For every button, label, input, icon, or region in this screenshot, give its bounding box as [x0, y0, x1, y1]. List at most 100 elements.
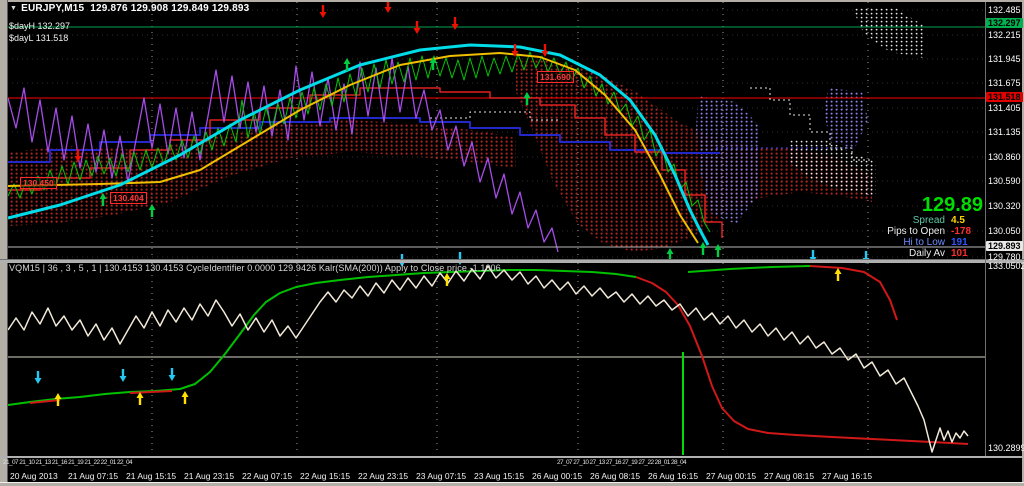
chart-canvas[interactable]	[0, 0, 986, 482]
pips-to-open-label: Pips to Open	[887, 226, 945, 237]
cloud-violet-1	[696, 96, 758, 224]
indicator-tick: 133.0502	[988, 261, 1024, 271]
info-row-pips-to-open: Pips to Open -178	[887, 226, 983, 237]
time-tick: 26 Aug 08:15	[590, 471, 641, 481]
spread-value: 4.5	[951, 215, 965, 226]
buy-arrows	[148, 204, 156, 217]
lower-sell-arrows	[168, 368, 176, 381]
chart-svg	[7, 0, 985, 455]
time-axis[interactable]: 20 Aug 2013 21 Aug 07:15 21 Aug 15:15 21 Au…	[7, 471, 987, 483]
price-axis[interactable]: 132.485 132.215 131.945 131.675 131.405 131.1…	[986, 0, 1024, 486]
time-tick: 22 Aug 15:15	[300, 471, 351, 481]
daily-av-label: Daily Av	[909, 248, 945, 259]
ichimoku-cloud-left	[8, 120, 516, 226]
time-tick: 21 Aug 15:15	[126, 471, 177, 481]
kalman-lower-red-flat2	[129, 390, 173, 394]
buy-arrows	[699, 242, 707, 255]
spread-label: Spread	[912, 215, 945, 226]
time-tick: 26 Aug 16:15	[648, 471, 699, 481]
time-tick: 22 Aug 07:15	[242, 471, 293, 481]
sell-arrows	[384, 0, 392, 13]
ichimoku-cloud-right	[516, 58, 872, 252]
kalman-cyan	[7, 43, 710, 246]
symbol-marker-icon: ▼	[10, 5, 18, 12]
buy-arrows	[523, 92, 531, 105]
sell-arrows	[511, 44, 519, 57]
time-tick: 27 Aug 00:15	[706, 471, 757, 481]
kalman-lower-red	[635, 276, 969, 445]
vq-line	[7, 265, 969, 453]
price-tick: 130.860	[988, 152, 1021, 162]
time-tick: 26 Aug 00:15	[532, 471, 583, 481]
buy-arrows	[714, 244, 722, 257]
time-tick: 27 Aug 08:15	[764, 471, 815, 481]
buy-arrows	[343, 58, 351, 71]
cloud-violet-2	[824, 88, 868, 150]
axis-separator	[0, 456, 1024, 458]
info-row-spread: Spread 4.5	[887, 215, 983, 226]
price-tick-highlight: 129.893	[986, 241, 1023, 251]
hi-to-low-label: Hi to Low	[903, 237, 945, 248]
sell-arrows	[74, 149, 82, 162]
time-tick: 20 Aug 2013	[10, 471, 58, 481]
time-tick: 21 Aug 07:15	[68, 471, 119, 481]
time-tick: 27 Aug 16:15	[822, 471, 873, 481]
indicator-tick: 130.2899	[988, 443, 1024, 453]
sell-arrows	[413, 21, 421, 34]
frame-bottom	[0, 482, 1024, 486]
indicator-header: VQM15 | 36 , 3 , 5 , 1 | 130.4153 130.41…	[9, 263, 501, 273]
cloud-white-top	[852, 8, 924, 58]
panel-separator[interactable]	[0, 259, 1024, 263]
sell-arrows	[319, 5, 327, 18]
frame-top	[0, 0, 1024, 2]
frame-left	[0, 0, 8, 486]
price-axis-border	[985, 2, 986, 456]
ohlc-values: 129.876 129.908 129.849 129.893	[90, 3, 250, 14]
day-low-label: $dayL 131.518	[9, 33, 69, 43]
price-tick: 132.215	[988, 30, 1021, 40]
buy-arrows	[429, 57, 437, 70]
lower-sell-arrows	[34, 371, 42, 384]
price-tick: 131.945	[988, 54, 1021, 64]
price-tick-highlight: 132.297	[986, 18, 1023, 28]
chart-title: ▼ EURJPY,M15 129.876 129.908 129.849 129.…	[10, 3, 249, 14]
lower-buy-arrows	[443, 273, 451, 286]
future-kijun-white	[750, 87, 870, 161]
time-tick: 21 Aug 23:15	[184, 471, 235, 481]
price-tick: 131.675	[988, 78, 1021, 88]
price-tick: 129.780	[988, 252, 1021, 262]
market-info-panel: 129.89 Spread 4.5 Pips to Open -178 Hi t…	[887, 195, 983, 259]
kalman-upper-red-seg	[809, 265, 898, 321]
purple-oscillator	[7, 57, 559, 253]
info-rows: Spread 4.5 Pips to Open -178 Hi to Low 1…	[887, 215, 983, 259]
lower-buy-arrows	[54, 393, 62, 406]
daily-av-value: 101	[951, 248, 968, 259]
frame-right	[1022, 0, 1024, 486]
price-flag-130404: 130.404	[110, 192, 147, 204]
time-tick: 23 Aug 07:15	[416, 471, 467, 481]
kalman-lower-green	[7, 269, 637, 406]
ma-yellow	[7, 52, 699, 244]
micro-time-labels-mid: 27_07 27_10 27_13 27_16 27_19 27_22 28_0…	[557, 459, 687, 466]
lower-buy-arrows	[181, 391, 189, 404]
kijun-red	[8, 87, 723, 238]
price-tick: 130.590	[988, 176, 1021, 186]
info-row-daily-av: Daily Av 101	[887, 248, 983, 259]
buy-arrows	[666, 248, 674, 261]
sell-arrows	[451, 17, 459, 30]
current-price: 129.89	[921, 194, 983, 216]
lower-sell-arrows	[119, 369, 127, 382]
white-dotted-mid	[430, 111, 560, 121]
pips-to-open-value: -178	[951, 226, 972, 237]
info-row-hi-to-low: Hi to Low 191	[887, 237, 983, 248]
price-flag-13045: 130.450	[20, 177, 57, 189]
price-tick: 131.405	[988, 103, 1021, 113]
kijun-blue	[8, 117, 720, 163]
time-tick: 22 Aug 23:15	[358, 471, 409, 481]
hi-to-low-value: 191	[951, 237, 968, 248]
price-tick: 131.135	[988, 127, 1021, 137]
sell-arrows	[541, 44, 549, 57]
kalman-lower-red-flat1	[29, 399, 61, 404]
cloud-white-low	[788, 140, 876, 196]
